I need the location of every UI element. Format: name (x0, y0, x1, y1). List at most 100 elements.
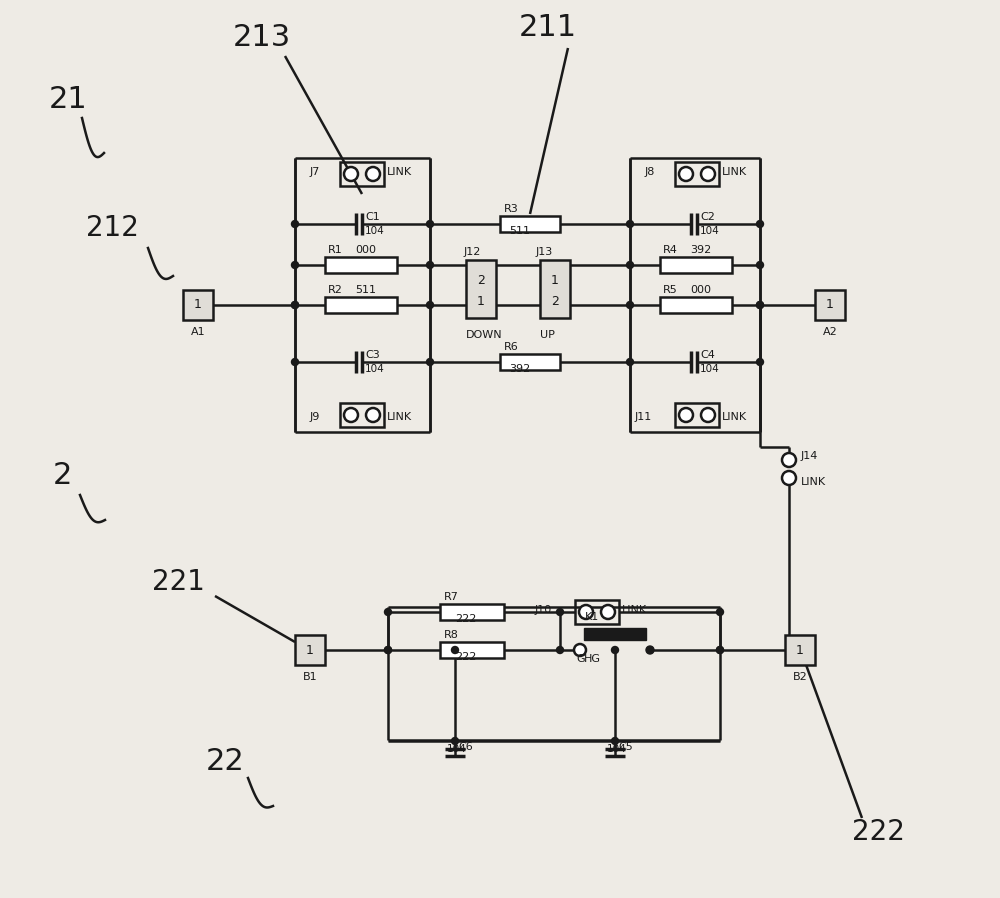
Bar (183, 290, 213, 320)
Polygon shape (584, 628, 646, 640)
Circle shape (384, 609, 392, 615)
Text: B2: B2 (793, 672, 807, 682)
Circle shape (757, 221, 764, 227)
Bar (325, 297, 397, 313)
Circle shape (292, 302, 298, 309)
Text: 2: 2 (551, 295, 559, 308)
Text: 511: 511 (510, 226, 530, 236)
Text: J12: J12 (464, 247, 481, 257)
Circle shape (452, 647, 458, 654)
Text: R3: R3 (504, 204, 519, 214)
Text: J9: J9 (310, 412, 320, 422)
Text: HG: HG (584, 654, 601, 664)
Text: 000: 000 (355, 245, 376, 255)
Text: LINK: LINK (387, 167, 412, 177)
Text: R4: R4 (663, 245, 678, 255)
Bar (540, 260, 570, 318)
Text: 1: 1 (477, 295, 485, 308)
Text: LINK: LINK (801, 477, 826, 487)
Circle shape (292, 302, 298, 309)
Text: 104: 104 (700, 226, 720, 236)
Text: DOWN: DOWN (466, 330, 503, 340)
Text: 104: 104 (607, 744, 627, 754)
Text: 104: 104 (700, 364, 720, 374)
Circle shape (556, 609, 564, 615)
Text: 2: 2 (477, 274, 485, 286)
Text: 213: 213 (233, 23, 291, 52)
Circle shape (716, 609, 724, 615)
Bar (340, 403, 384, 427)
Bar (785, 635, 815, 665)
Text: LINK: LINK (722, 412, 747, 422)
Circle shape (612, 647, 618, 654)
Text: J10: J10 (535, 605, 552, 615)
Text: C4: C4 (700, 350, 715, 360)
Circle shape (366, 167, 380, 181)
Text: 104: 104 (447, 744, 467, 754)
Text: 211: 211 (519, 13, 577, 42)
Text: G: G (576, 654, 585, 664)
Text: 222: 222 (852, 818, 904, 846)
Text: 1: 1 (306, 644, 314, 656)
Circle shape (579, 605, 593, 619)
Text: 511: 511 (355, 285, 376, 295)
Circle shape (452, 737, 458, 744)
Circle shape (757, 261, 764, 269)
Text: 000: 000 (690, 285, 711, 295)
Circle shape (679, 408, 693, 422)
Text: 21: 21 (49, 85, 87, 115)
Circle shape (782, 471, 796, 485)
Circle shape (612, 737, 618, 744)
Circle shape (384, 647, 392, 654)
Text: 222: 222 (455, 652, 477, 662)
Text: 1: 1 (194, 298, 202, 312)
Circle shape (701, 408, 715, 422)
Bar (500, 354, 560, 370)
Text: 392: 392 (509, 364, 531, 374)
Bar (325, 257, 397, 273)
Text: 392: 392 (690, 245, 711, 255)
Text: LINK: LINK (722, 167, 747, 177)
Text: J13: J13 (536, 247, 553, 257)
Circle shape (426, 302, 434, 309)
Bar (340, 162, 384, 186)
Circle shape (292, 358, 298, 365)
Circle shape (626, 261, 634, 269)
Circle shape (626, 358, 634, 365)
Circle shape (574, 644, 586, 656)
Text: C1: C1 (365, 212, 380, 222)
Circle shape (556, 647, 564, 654)
Text: J11: J11 (635, 412, 652, 422)
Circle shape (366, 408, 380, 422)
Circle shape (426, 358, 434, 365)
Circle shape (292, 221, 298, 227)
Text: A1: A1 (191, 327, 205, 337)
Text: 1: 1 (551, 274, 559, 286)
Bar (675, 162, 719, 186)
Bar (500, 216, 560, 232)
Text: 222: 222 (455, 614, 477, 624)
Text: C3: C3 (365, 350, 380, 360)
Text: LINK: LINK (387, 412, 412, 422)
Bar (440, 604, 504, 620)
Circle shape (782, 453, 796, 467)
Circle shape (757, 358, 764, 365)
Circle shape (426, 221, 434, 227)
Text: 212: 212 (86, 214, 138, 242)
Text: B1: B1 (303, 672, 317, 682)
Circle shape (384, 647, 392, 654)
Text: UP: UP (540, 330, 555, 340)
Text: C2: C2 (700, 212, 715, 222)
Bar (675, 403, 719, 427)
Text: R6: R6 (504, 342, 519, 352)
Circle shape (701, 167, 715, 181)
Circle shape (716, 647, 724, 654)
Text: R5: R5 (663, 285, 678, 295)
Text: J14: J14 (801, 451, 818, 461)
Text: J8: J8 (645, 167, 655, 177)
Text: 1: 1 (796, 644, 804, 656)
Bar (660, 257, 732, 273)
Text: R7: R7 (444, 592, 459, 602)
Circle shape (757, 302, 764, 309)
Circle shape (292, 261, 298, 269)
